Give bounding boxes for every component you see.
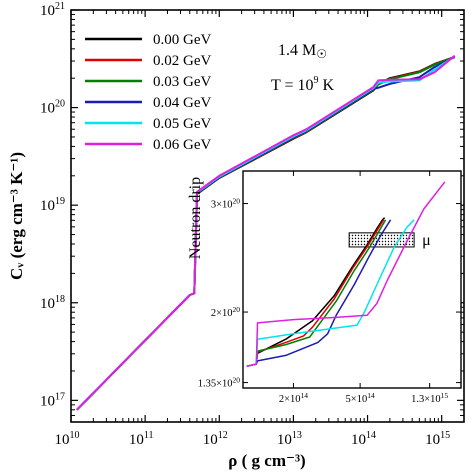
y-tick-label: 1018 — [40, 294, 65, 312]
inset-series-line — [246, 181, 446, 368]
x-tick-label: 1010 — [55, 430, 80, 448]
legend-label: 0.06 GeV — [153, 137, 211, 153]
inset-y-tick-label: 2×1020 — [211, 305, 240, 319]
legend-label: 0.03 GeV — [153, 74, 211, 90]
y-tick-label: 1019 — [40, 196, 65, 214]
legend-label: 0.02 GeV — [153, 53, 211, 69]
inset-x-tick-label: 1.3×1015 — [411, 391, 448, 405]
series-line — [76, 54, 456, 411]
legend-label: 0.00 GeV — [153, 32, 211, 48]
neutron-drip-label: Neutron drip — [187, 177, 204, 259]
y-tick-label: 1017 — [40, 391, 65, 409]
inset-x-tick-label: 5×1014 — [346, 391, 375, 405]
x-tick-label: 1015 — [425, 430, 450, 448]
main-axis-ticks: 1010 1011 1012 1013 1014 1015 1017 1018 1019 1020… — [40, 1, 464, 448]
legend-label: 0.04 GeV — [153, 95, 211, 111]
main-series-group — [76, 54, 456, 411]
inset-y-tick-label: 1.35×1020 — [198, 376, 241, 390]
inset-plot: 2×1014 5×1014 1.3×1015 1.35×1020 2×1020 3×102… — [198, 170, 462, 405]
x-tick-label: 1013 — [277, 430, 302, 448]
legend-label: 0.05 GeV — [153, 116, 211, 132]
main-plot-frame — [70, 9, 465, 423]
mass-annotation: 1.4 M☉ — [278, 42, 327, 61]
x-axis-title: ρ ( g cm⁻³) — [228, 451, 305, 470]
y-tick-label: 1020 — [40, 99, 65, 117]
inset-x-tick-label: 2×1014 — [279, 391, 308, 405]
mu-label: μ — [422, 232, 431, 249]
x-tick-label: 1014 — [351, 430, 376, 448]
y-tick-label: 1021 — [40, 1, 65, 19]
x-tick-label: 1012 — [203, 430, 228, 448]
temperature-annotation: T = 109 K — [271, 75, 335, 94]
legend: 0.00 GeV 0.02 GeV 0.03 GeV 0.04 GeV 0.05 GeV… — [85, 32, 211, 153]
y-axis-title: Cᵥ (erg cm⁻³ K⁻¹) — [7, 152, 26, 280]
x-tick-label: 1011 — [129, 430, 154, 448]
inset-y-tick-label: 3×1020 — [211, 197, 240, 211]
